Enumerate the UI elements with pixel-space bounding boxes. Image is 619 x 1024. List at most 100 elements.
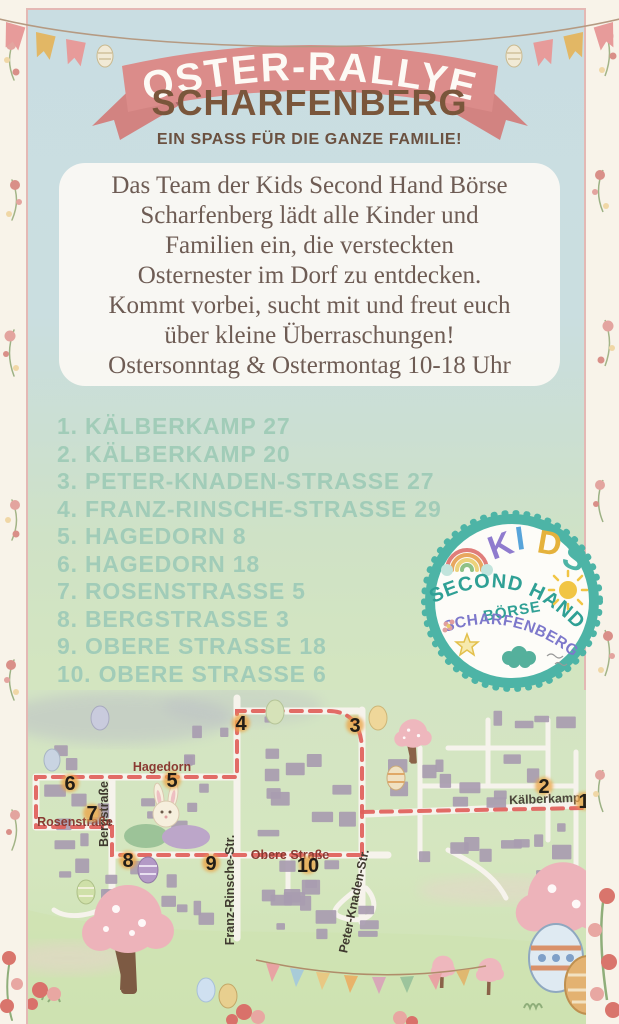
corner-flowers-left — [0, 951, 23, 1021]
map-building — [279, 860, 296, 872]
map-building — [285, 762, 305, 776]
map-building — [503, 754, 521, 764]
map-building — [80, 833, 89, 847]
intro-line: Ostersonntag & Ostermontag 10-18 Uhr — [108, 352, 511, 379]
map-building — [514, 720, 534, 729]
map-marker: 10 — [297, 855, 319, 877]
map-building — [557, 823, 566, 832]
map-building — [422, 764, 437, 779]
marker-glow — [232, 714, 250, 732]
marker-glow — [163, 771, 181, 789]
route-path — [34, 709, 586, 857]
street-label: Bergstraße — [97, 781, 111, 847]
map-building — [435, 759, 444, 772]
street-label: Hagedorn — [133, 760, 191, 774]
garland-egg — [505, 44, 523, 68]
map-building — [452, 796, 469, 807]
corner-flowers-right — [588, 888, 619, 1018]
map-building — [264, 768, 280, 782]
map-building — [315, 910, 337, 924]
big-easter-eggs — [523, 923, 586, 1015]
flower-icon — [442, 619, 455, 633]
garland-flags-left — [5, 22, 114, 68]
station-item: 10. OBERE STRASSE 6 — [57, 660, 327, 687]
station-item: 1. KÄLBERKAMP 27 — [57, 413, 291, 439]
map-marker: 8 — [122, 850, 133, 872]
easter-eggs — [43, 699, 406, 1009]
station-item: 2. KÄLBERKAMP 20 — [57, 440, 291, 467]
bush-icon — [502, 646, 536, 668]
map-building — [306, 754, 322, 767]
garland-flags-right — [505, 22, 614, 68]
map-building — [141, 798, 156, 807]
map-building — [75, 858, 90, 873]
map-building — [187, 802, 198, 812]
flower-cluster — [28, 982, 61, 1010]
map-building — [305, 879, 317, 888]
map-building — [526, 768, 540, 783]
blossom-tree — [394, 719, 432, 764]
map-building — [479, 848, 492, 862]
map-building — [501, 840, 522, 849]
map-building — [65, 758, 78, 771]
map-decorations — [28, 699, 586, 1024]
map-building — [300, 895, 312, 911]
map-building — [339, 811, 356, 827]
map-building — [556, 716, 576, 729]
marker-glow — [61, 774, 79, 792]
map-building — [332, 784, 352, 795]
left-floral-border — [0, 39, 23, 1021]
map-building — [166, 874, 177, 888]
station-item: 4. FRANZ-RINSCHE-STRASSE 29 — [57, 495, 442, 522]
logo-scallop-edge — [421, 510, 603, 692]
map-building — [486, 797, 507, 808]
map-marker: 4 — [235, 713, 247, 735]
map-building — [198, 912, 215, 925]
easter-bunny — [124, 782, 210, 849]
map-marker: 9 — [205, 853, 216, 875]
map-building — [359, 920, 379, 930]
street-label: Kälberkamp — [509, 791, 581, 808]
blossom-tree — [476, 958, 504, 996]
street-label: Franz-Rinsche-Str. — [223, 835, 237, 945]
intro-line: Scharfenberg lädt alle Kinder und — [140, 202, 479, 229]
blossom-tree — [82, 885, 174, 994]
intro-line: Osternester im Dorf zu entdecken. — [137, 262, 482, 289]
map-building — [324, 860, 340, 870]
map-marker: 1 — [578, 791, 586, 813]
star-icon — [453, 631, 481, 657]
map-building — [493, 790, 507, 800]
map-marker: 6 — [64, 773, 75, 795]
map-markers: 1 2 3 4 5 67 8 9 10 — [61, 713, 586, 877]
map-building — [284, 889, 301, 903]
station-item: 3. PETER-KNADEN-STRASSE 27 — [57, 468, 435, 494]
map-building — [493, 710, 503, 726]
map-building — [534, 715, 550, 723]
flower-cluster — [226, 1004, 265, 1024]
map-building — [464, 837, 480, 851]
map-marker: 2 — [538, 776, 549, 798]
page-subtitle: EIN SPASS FÜR DIE GANZE FAMILIE! — [156, 131, 463, 148]
intro-text: Das Team der Kids Second Hand Börse Schar… — [59, 163, 560, 381]
intro-line: über kleine Überraschungen! — [164, 322, 455, 349]
garland-egg — [96, 44, 114, 68]
map-building — [358, 905, 375, 915]
map-building — [220, 727, 229, 737]
garland-string — [0, 18, 619, 48]
intro-line: Familien ein, die versteckten — [165, 232, 454, 259]
map-building — [257, 829, 280, 837]
map-marker: 5 — [166, 770, 177, 792]
map-building — [552, 844, 572, 860]
map-building — [59, 871, 72, 878]
purple-bush — [162, 825, 210, 849]
map-building — [161, 895, 176, 907]
map-building — [450, 842, 469, 854]
map-building — [261, 889, 276, 902]
map-building — [71, 793, 87, 807]
map-marker: 3 — [349, 715, 360, 737]
station-item: 8. BERGSTRASSE 3 — [57, 605, 290, 632]
map-building — [184, 754, 196, 765]
